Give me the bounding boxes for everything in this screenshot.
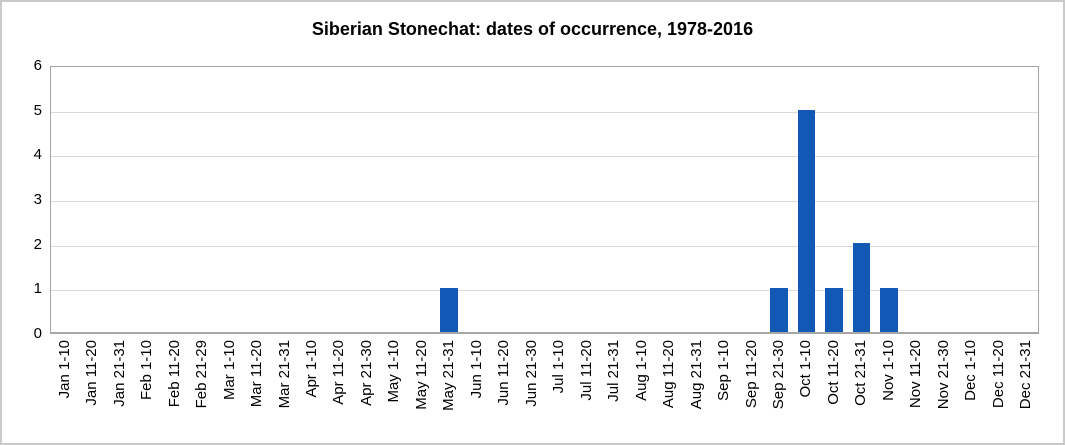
x-tick-label-text: Jun 1-10 (467, 340, 485, 399)
x-tick-label-text: Apr 21-30 (357, 340, 375, 406)
x-tick-label-text: Sep 11-20 (742, 340, 760, 409)
x-tick-label-text: Aug 11-20 (660, 340, 678, 409)
x-tick-label-text: Jan 11-20 (83, 340, 101, 406)
chart-title: Siberian Stonechat: dates of occurrence,… (311, 19, 754, 39)
x-tick-label-text: Jul 1-10 (550, 340, 568, 394)
y-tick-label: 6 (33, 57, 42, 74)
x-tick-label-text: Mar 11-20 (248, 340, 266, 408)
x-tick-label-text: Jun 11-20 (495, 340, 513, 406)
plot-area (50, 66, 1039, 334)
x-tick-label-text: May 1-10 (385, 340, 403, 403)
gridline (51, 156, 1038, 158)
gridline (51, 290, 1038, 292)
gridline (51, 201, 1038, 202)
bar-may-21-31 (440, 287, 459, 332)
y-tick-label: 4 (33, 146, 42, 164)
bar-sep-21-30 (770, 287, 788, 332)
x-tick-label-text: May 11-20 (412, 340, 430, 410)
x-tick-label-text: Jan 1-10 (55, 340, 73, 399)
bar-oct-21-31 (852, 243, 871, 332)
x-tick-label-text: Feb 21-29 (193, 340, 211, 409)
y-tick-label: 3 (33, 191, 42, 208)
x-tick-label-text: Dec 1-10 (962, 340, 980, 401)
x-tick-label-text: Jul 11-20 (577, 340, 595, 401)
gridline (51, 111, 1038, 113)
x-tick-label-text: Jul 21-31 (605, 340, 623, 402)
x-tick-label-text: Nov 21-30 (934, 340, 952, 410)
x-tick-label-text: Jun 21-30 (522, 340, 540, 407)
x-tick-label-text: Aug 1-10 (632, 340, 650, 401)
x-tick-label-text: Apr 11-20 (330, 340, 348, 405)
bar-oct-11-20 (825, 287, 843, 332)
x-tick-label-text: Sep 21-30 (770, 340, 787, 410)
x-tick-label-text: Feb 11-20 (165, 340, 183, 408)
x-tick-label-text: Oct 1-10 (797, 340, 815, 398)
y-tick-label: 1 (33, 280, 42, 298)
bar-oct-1-10 (797, 110, 816, 332)
bar-nov-1-10 (879, 287, 898, 332)
x-tick-label-text: Mar 21-31 (275, 340, 293, 409)
x-tick-label-text: Nov 11-20 (907, 340, 925, 409)
y-tick-label: 2 (33, 235, 42, 253)
y-tick-label: 5 (33, 101, 42, 119)
x-tick-label-text: May 21-31 (440, 340, 458, 411)
x-tick-label-text: Dec 21-31 (1017, 340, 1035, 410)
x-tick-label-text: Feb 1-10 (138, 340, 156, 401)
x-tick-label-text: Jan 21-31 (110, 340, 128, 407)
x-tick-label-text: Sep 1-10 (715, 340, 733, 401)
x-tick-label-text: Dec 11-20 (989, 340, 1007, 409)
x-tick-label-text: Aug 21-31 (687, 340, 705, 410)
gridline (51, 245, 1038, 247)
x-tick-label-text: Nov 1-10 (879, 340, 897, 401)
x-tick-label-text: Oct 21-31 (852, 340, 870, 406)
x-tick-label-text: Mar 1-10 (220, 340, 238, 401)
x-tick-label-text: Apr 1-10 (302, 340, 320, 398)
x-tick-label-text: Oct 11-20 (824, 340, 842, 405)
y-tick-label: 0 (33, 325, 42, 342)
